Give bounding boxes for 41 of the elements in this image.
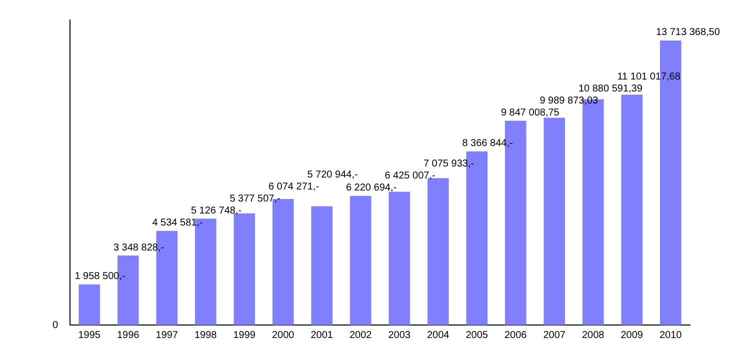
data-label: 6 074 271,- — [268, 181, 320, 192]
data-label: 13 713 368,50 — [656, 27, 720, 38]
x-tick-label: 2010 — [660, 330, 682, 341]
bar — [621, 94, 643, 325]
x-tick-label: 2004 — [427, 330, 450, 341]
bar — [78, 284, 100, 325]
text: 0 — [52, 320, 58, 331]
x-tick-label: 1999 — [233, 330, 256, 341]
x-tick-label: 2000 — [272, 330, 295, 341]
bar — [234, 213, 256, 325]
data-label: 1 958 500,- — [74, 271, 126, 282]
x-tick-label: 2005 — [466, 330, 488, 341]
bar — [388, 192, 410, 325]
data-label: 7 075 933,- — [423, 158, 474, 170]
bar — [350, 196, 372, 325]
data-label: 5 720 944,- — [307, 169, 358, 180]
x-tick-label: 2003 — [388, 330, 411, 341]
data-label: 6 220 694,- — [346, 182, 397, 194]
data-label: 9 989 873,03 — [540, 95, 599, 106]
data-label: 11 101 017,68 — [617, 71, 681, 82]
x-tick-label: 2002 — [350, 330, 372, 341]
bar — [311, 206, 333, 325]
data-label: 3 348 828,- — [113, 242, 164, 254]
data-label: 9 847 008,75 — [500, 107, 560, 118]
x-tick-label: 1995 — [78, 330, 101, 341]
bar — [427, 178, 449, 325]
x-tick-label: 2001 — [310, 330, 334, 341]
x-tick-label: 2007 — [543, 330, 566, 341]
x-tick-label: 2006 — [504, 330, 528, 341]
data-label: 5 377 507,- — [230, 193, 280, 204]
x-tick-label: 1996 — [117, 330, 140, 341]
data-label: 4 534 581,- — [152, 218, 203, 229]
data-label: 10 880 591,39 — [578, 83, 643, 94]
x-tick-label: 2009 — [620, 330, 644, 341]
x-tick-label: 1998 — [194, 330, 218, 341]
data-label: 8 366 844,- — [462, 138, 513, 150]
x-tick-label: 2008 — [582, 330, 605, 341]
bar — [544, 118, 566, 325]
x-tick-label: 1997 — [156, 330, 178, 341]
data-label: 6 425 007,- — [384, 170, 436, 182]
data-label: 5 126 748,- — [190, 205, 242, 216]
